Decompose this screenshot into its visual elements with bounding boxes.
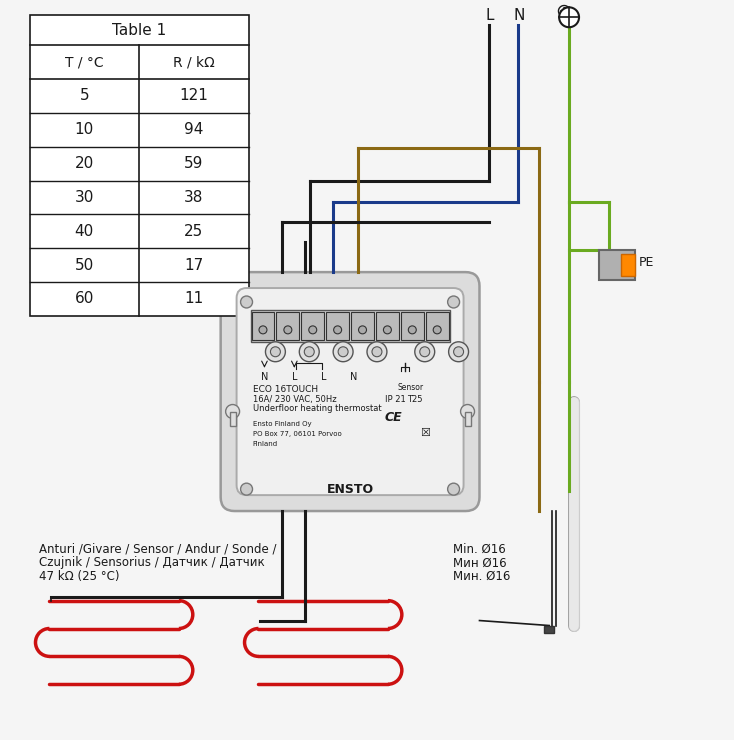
Circle shape <box>225 405 239 418</box>
Text: 94: 94 <box>184 122 203 137</box>
Text: ECO 16TOUCH: ECO 16TOUCH <box>252 385 318 394</box>
Text: Finland: Finland <box>252 441 277 448</box>
Bar <box>376 312 399 340</box>
Bar <box>277 312 299 340</box>
Text: 59: 59 <box>184 156 203 171</box>
Circle shape <box>334 326 341 334</box>
Text: Underfloor heating thermostat: Underfloor heating thermostat <box>252 405 381 414</box>
Text: ☒: ☒ <box>420 428 430 438</box>
FancyBboxPatch shape <box>221 272 479 511</box>
Text: T / °C: T / °C <box>65 55 103 69</box>
Text: 5: 5 <box>79 88 89 104</box>
Circle shape <box>333 342 353 362</box>
Circle shape <box>448 296 459 308</box>
Bar <box>252 312 275 340</box>
Text: 17: 17 <box>184 258 203 272</box>
FancyBboxPatch shape <box>236 288 464 495</box>
Text: 38: 38 <box>184 190 203 205</box>
Text: Min. Ø16: Min. Ø16 <box>453 542 506 555</box>
Text: 50: 50 <box>75 258 94 272</box>
Text: 121: 121 <box>179 88 208 104</box>
Text: ENSTO: ENSTO <box>327 482 374 496</box>
Circle shape <box>305 347 314 357</box>
Text: 40: 40 <box>75 223 94 239</box>
Bar <box>230 412 236 426</box>
Text: Мин Ø16: Мин Ø16 <box>453 556 506 569</box>
Text: ⊕: ⊕ <box>555 1 571 21</box>
Text: 60: 60 <box>75 292 94 306</box>
Text: N: N <box>350 371 357 382</box>
Text: Мин. Ø16: Мин. Ø16 <box>453 571 510 583</box>
Text: PE: PE <box>639 255 654 269</box>
Text: T25: T25 <box>407 394 422 403</box>
Circle shape <box>415 342 435 362</box>
Bar <box>326 312 349 340</box>
Bar <box>621 255 635 276</box>
Bar <box>351 312 374 340</box>
Text: 25: 25 <box>184 223 203 239</box>
Text: 47 kΩ (25 °C): 47 kΩ (25 °C) <box>40 571 120 583</box>
Bar <box>599 250 635 280</box>
Text: Anturi /Givare / Sensor / Andur / Sonde /: Anturi /Givare / Sensor / Andur / Sonde … <box>40 542 277 555</box>
Bar <box>250 310 450 342</box>
Text: 30: 30 <box>75 190 94 205</box>
Circle shape <box>460 405 474 418</box>
Circle shape <box>448 483 459 495</box>
Text: Ensto Finland Oy: Ensto Finland Oy <box>252 421 311 428</box>
Text: L: L <box>321 371 327 382</box>
Circle shape <box>372 347 382 357</box>
Bar <box>301 312 324 340</box>
Text: 10: 10 <box>75 122 94 137</box>
Circle shape <box>241 296 252 308</box>
Text: N: N <box>261 371 268 382</box>
Circle shape <box>383 326 391 334</box>
Circle shape <box>408 326 416 334</box>
Text: L: L <box>291 371 297 382</box>
Circle shape <box>266 342 286 362</box>
Text: Czujnik / Sensorius / Датчик / Датчик: Czujnik / Sensorius / Датчик / Датчик <box>40 556 265 569</box>
Bar <box>426 312 448 340</box>
Text: CE: CE <box>385 411 402 425</box>
Bar <box>465 412 470 426</box>
Circle shape <box>559 7 579 27</box>
Circle shape <box>367 342 387 362</box>
Text: Sensor: Sensor <box>398 383 424 391</box>
Text: 11: 11 <box>184 292 203 306</box>
Circle shape <box>241 483 252 495</box>
Text: R / kΩ: R / kΩ <box>173 55 214 69</box>
Circle shape <box>433 326 441 334</box>
Bar <box>401 312 424 340</box>
Circle shape <box>270 347 280 357</box>
Bar <box>29 16 249 316</box>
Circle shape <box>309 326 317 334</box>
Bar <box>544 625 554 633</box>
Text: IP 21: IP 21 <box>385 394 406 403</box>
Circle shape <box>299 342 319 362</box>
Circle shape <box>358 326 366 334</box>
Text: PO Box 77, 06101 Porvoo: PO Box 77, 06101 Porvoo <box>252 431 341 437</box>
Text: L: L <box>485 8 494 23</box>
Text: Table 1: Table 1 <box>112 23 166 38</box>
Circle shape <box>284 326 292 334</box>
Circle shape <box>420 347 429 357</box>
Text: N: N <box>514 8 525 23</box>
Circle shape <box>454 347 464 357</box>
Text: 20: 20 <box>75 156 94 171</box>
Circle shape <box>448 342 468 362</box>
Text: 16A/ 230 VAC, 50Hz: 16A/ 230 VAC, 50Hz <box>252 394 336 403</box>
Circle shape <box>259 326 267 334</box>
Circle shape <box>338 347 348 357</box>
